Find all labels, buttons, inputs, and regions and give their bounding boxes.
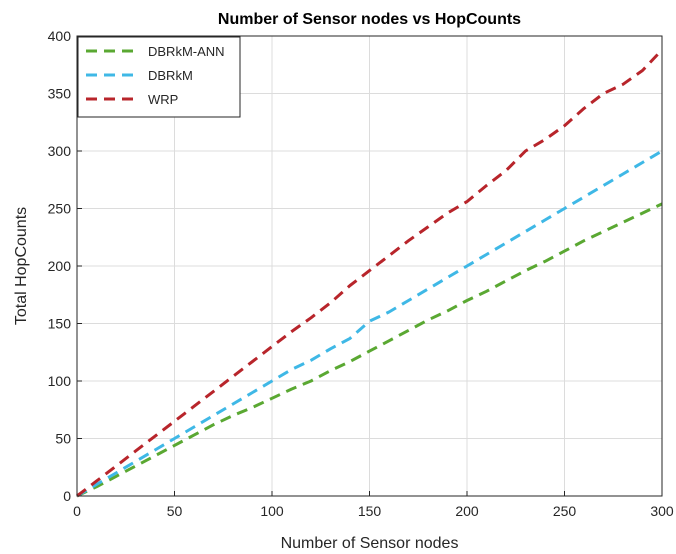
y-tick-label: 400 bbox=[48, 28, 72, 44]
series-line-wrp bbox=[76, 48, 664, 498]
chart-title: Number of Sensor nodes vs HopCounts bbox=[218, 11, 521, 28]
x-axis-label: Number of Sensor nodes bbox=[281, 535, 459, 552]
x-tick-label: 0 bbox=[73, 503, 81, 519]
x-tick-label: 150 bbox=[358, 503, 382, 519]
x-tick-label: 200 bbox=[455, 503, 479, 519]
series-line-dbrkm bbox=[76, 149, 663, 498]
y-axis-label: Total HopCounts bbox=[13, 207, 30, 325]
legend-label-dbrkm: DBRkM bbox=[148, 68, 193, 83]
x-tick-label: 100 bbox=[260, 503, 284, 519]
legend-label-dbrkm-ann: DBRkM-ANN bbox=[148, 44, 225, 59]
y-tick-label: 100 bbox=[48, 373, 72, 389]
series-line-dbrkm-ann bbox=[76, 202, 663, 498]
x-tick-label: 250 bbox=[553, 503, 577, 519]
x-tick-label: 300 bbox=[650, 503, 674, 519]
y-tick-label: 150 bbox=[48, 316, 72, 332]
y-tick-label: 350 bbox=[48, 86, 72, 102]
y-tick-label: 200 bbox=[48, 258, 72, 274]
legend-label-wrp: WRP bbox=[148, 92, 178, 107]
x-tick-label: 50 bbox=[167, 503, 183, 519]
series-lines bbox=[76, 48, 664, 498]
legend: DBRkM-ANN DBRkM WRP bbox=[77, 36, 241, 118]
y-tick-label: 50 bbox=[55, 431, 71, 447]
y-tick-label: 300 bbox=[48, 143, 72, 159]
y-tick-label: 250 bbox=[48, 201, 72, 217]
axis-ticks: 0 50 100 150 200 250 300 0 50 100 150 200 250 300 350 4… bbox=[48, 28, 674, 519]
y-tick-label: 0 bbox=[63, 488, 71, 504]
